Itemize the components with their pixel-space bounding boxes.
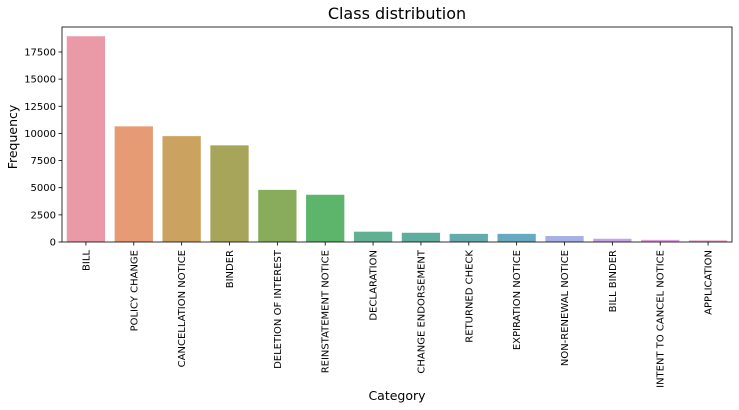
x-tick-label: BINDER [225,250,236,288]
y-axis-ticks: 0 2500 5000 7500 10000 12500 15000 17500 [24,47,62,249]
x-tick-label: EXPIRATION NOTICE [512,250,523,350]
y-tick-label: 12500 [24,102,56,113]
y-tick-label: 17500 [24,47,56,58]
x-tick-label: BILL [81,250,92,271]
bar [210,145,249,242]
x-tick-label: CANCELLATION NOTICE [177,250,188,367]
y-tick-label: 10000 [24,129,56,140]
x-tick-label: DELETION OF INTEREST [273,249,284,369]
bar [497,233,536,242]
x-tick-label: REINSTATEMENT NOTICE [321,250,332,373]
x-tick-label: DECLARATION [369,250,380,321]
y-axis-title: Frequency [5,104,20,169]
y-tick-label: 15000 [24,75,56,86]
y-tick-label: 7500 [31,156,56,167]
bar [688,240,728,242]
bar [401,232,441,242]
x-tick-label: BILL BINDER [608,250,619,312]
x-tick-label: NON-RENEWAL NOTICE [560,250,571,366]
x-tick-label: POLICY CHANGE [129,250,140,331]
bars-group [66,36,728,242]
x-tick-label: INTENT TO CANCEL NOTICE [656,250,667,388]
bar [545,236,584,242]
y-tick-label: 2500 [31,210,56,221]
bar [449,233,488,242]
bar [306,194,345,242]
bar [162,136,201,242]
x-axis-ticks: BILL POLICY CHANGE CANCELLATION NOTICE BIND… [81,242,715,388]
bar [641,239,680,242]
x-axis-title: Category [368,388,426,403]
bar [258,189,297,242]
chart-title: Class distribution [328,4,466,23]
y-tick-label: 5000 [31,183,56,194]
y-tick-label: 0 [50,238,56,249]
plot-frame [61,26,733,243]
bar [593,238,632,242]
x-tick-label: APPLICATION [704,250,715,315]
bar [66,36,106,242]
x-tick-label: RETURNED CHECK [464,250,475,343]
bar [114,126,153,242]
bar [353,231,393,242]
x-tick-label: CHANGE ENDORSEMENT [416,249,427,373]
